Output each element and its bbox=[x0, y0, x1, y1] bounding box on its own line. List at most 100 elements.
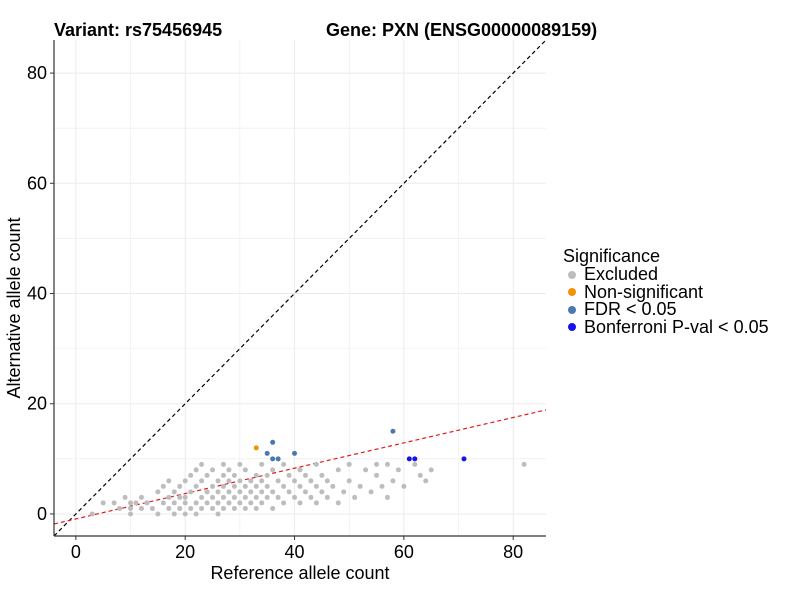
point-excluded bbox=[122, 494, 128, 500]
point-excluded bbox=[226, 489, 232, 495]
point-excluded bbox=[297, 500, 303, 506]
point-excluded bbox=[204, 500, 210, 506]
legend-key-bonferroni bbox=[568, 323, 576, 332]
point-excluded bbox=[133, 500, 139, 506]
point-excluded bbox=[215, 511, 221, 517]
point-excluded bbox=[166, 494, 172, 500]
point-excluded bbox=[177, 483, 183, 489]
legend: Significance Excluded Non-significant FD… bbox=[563, 246, 769, 336]
point-excluded bbox=[248, 500, 254, 506]
point-excluded bbox=[193, 467, 199, 473]
point-excluded bbox=[428, 467, 434, 473]
point-excluded bbox=[210, 494, 216, 500]
variant-title: Variant: rs75456945 bbox=[54, 20, 223, 40]
point-excluded bbox=[292, 478, 298, 484]
point-excluded bbox=[188, 489, 194, 495]
point-excluded bbox=[182, 494, 188, 500]
point-excluded bbox=[188, 505, 194, 511]
point-excluded bbox=[259, 461, 265, 467]
point-excluded bbox=[226, 478, 232, 484]
point-excluded bbox=[259, 500, 265, 506]
point-excluded bbox=[275, 494, 281, 500]
point-excluded bbox=[401, 483, 407, 489]
x-tick-label: 40 bbox=[285, 542, 305, 562]
point-fdr-0-05 bbox=[275, 456, 281, 462]
point-fdr-0-05 bbox=[264, 450, 270, 456]
point-excluded bbox=[302, 489, 308, 495]
point-excluded bbox=[199, 461, 205, 467]
point-excluded bbox=[270, 489, 276, 495]
point-excluded bbox=[412, 461, 418, 467]
point-excluded bbox=[171, 500, 177, 506]
point-excluded bbox=[182, 478, 188, 484]
point-excluded bbox=[155, 489, 161, 495]
point-excluded bbox=[138, 505, 144, 511]
point-excluded bbox=[286, 472, 292, 478]
point-bonferroni-p-val-0-05 bbox=[406, 456, 412, 462]
point-excluded bbox=[117, 505, 123, 511]
x-tick-label: 0 bbox=[71, 542, 81, 562]
point-non-significant bbox=[253, 445, 259, 451]
point-excluded bbox=[324, 478, 330, 484]
point-excluded bbox=[138, 494, 144, 500]
point-excluded bbox=[188, 472, 194, 478]
point-excluded bbox=[215, 500, 221, 506]
point-excluded bbox=[308, 494, 314, 500]
point-bonferroni-p-val-0-05 bbox=[412, 456, 418, 462]
point-excluded bbox=[144, 500, 150, 506]
point-excluded bbox=[242, 483, 248, 489]
point-excluded bbox=[231, 494, 237, 500]
legend-label: Bonferroni P-val < 0.05 bbox=[584, 316, 769, 337]
point-excluded bbox=[160, 500, 166, 506]
point-excluded bbox=[210, 483, 216, 489]
point-excluded bbox=[259, 489, 265, 495]
point-excluded bbox=[231, 472, 237, 478]
point-excluded bbox=[357, 483, 363, 489]
point-excluded bbox=[297, 483, 303, 489]
point-excluded bbox=[313, 483, 319, 489]
point-excluded bbox=[204, 489, 210, 495]
point-excluded bbox=[352, 494, 358, 500]
point-excluded bbox=[226, 500, 232, 506]
y-tick-label: 60 bbox=[27, 173, 47, 193]
point-excluded bbox=[346, 478, 352, 484]
point-excluded bbox=[335, 500, 341, 506]
point-excluded bbox=[193, 511, 199, 517]
point-excluded bbox=[281, 483, 287, 489]
point-excluded bbox=[253, 483, 259, 489]
point-excluded bbox=[286, 489, 292, 495]
point-excluded bbox=[270, 467, 276, 473]
point-excluded bbox=[193, 500, 199, 506]
point-excluded bbox=[220, 505, 226, 511]
point-excluded bbox=[390, 478, 396, 484]
point-excluded bbox=[237, 461, 243, 467]
point-excluded bbox=[368, 489, 374, 495]
legend-title: Significance bbox=[563, 246, 661, 266]
legend-label: FDR < 0.05 bbox=[584, 299, 677, 320]
point-excluded bbox=[128, 505, 134, 511]
point-excluded bbox=[292, 494, 298, 500]
point-excluded bbox=[395, 467, 401, 473]
point-excluded bbox=[199, 494, 205, 500]
point-excluded bbox=[242, 494, 248, 500]
x-tick-label: 60 bbox=[394, 542, 414, 562]
point-fdr-0-05 bbox=[270, 439, 276, 445]
point-excluded bbox=[220, 483, 226, 489]
point-excluded bbox=[177, 494, 183, 500]
point-excluded bbox=[335, 467, 341, 473]
point-excluded bbox=[417, 472, 423, 478]
point-excluded bbox=[275, 478, 281, 484]
legend-label: Non-significant bbox=[584, 281, 704, 302]
y-tick-label: 0 bbox=[37, 504, 47, 524]
point-excluded bbox=[149, 505, 155, 511]
point-excluded bbox=[231, 483, 237, 489]
point-excluded bbox=[160, 483, 166, 489]
point-excluded bbox=[384, 494, 390, 500]
point-excluded bbox=[363, 467, 369, 473]
point-excluded bbox=[182, 511, 188, 517]
point-excluded bbox=[259, 478, 265, 484]
point-fdr-0-05 bbox=[270, 456, 276, 462]
point-excluded bbox=[231, 505, 237, 511]
point-fdr-0-05 bbox=[292, 450, 298, 456]
point-excluded bbox=[330, 483, 336, 489]
